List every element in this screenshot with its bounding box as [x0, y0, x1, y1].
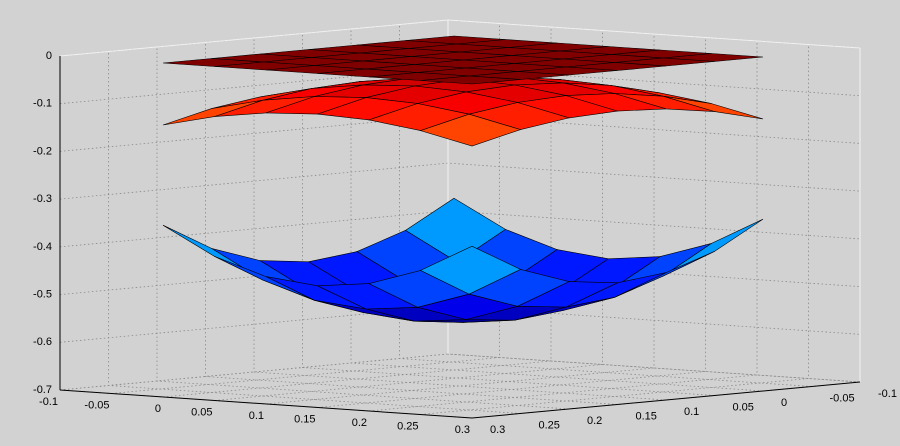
grid-line — [302, 33, 715, 396]
grid-line — [108, 51, 521, 414]
grid-line — [59, 305, 861, 343]
y-tick-label: 0.2 — [587, 415, 602, 427]
grid-line — [350, 29, 764, 392]
grid-line — [420, 44, 809, 415]
surface-patch — [420, 75, 521, 85]
z-tick-label: -0.2 — [33, 145, 52, 157]
surface-patch — [419, 245, 522, 295]
grid-line — [162, 27, 552, 398]
grid-line — [59, 67, 861, 105]
grid-line — [214, 30, 603, 401]
z-tick-label: 0 — [46, 50, 52, 62]
grid-line — [368, 41, 758, 412]
z-tick-label: -0.6 — [33, 336, 52, 348]
y-tick-label: 0.15 — [636, 410, 657, 422]
z-tick-label: -0.7 — [33, 384, 52, 396]
grid-line — [205, 42, 618, 405]
grid-line — [59, 162, 861, 200]
x-tick-label: -0.1 — [39, 396, 58, 408]
z-tick-label: -0.1 — [33, 98, 52, 110]
y-tick-label: 0.25 — [539, 419, 560, 431]
x-tick-label: 0.1 — [249, 410, 264, 422]
z-tick-label: -0.4 — [33, 241, 52, 253]
y-tick-label: 0.05 — [733, 401, 754, 413]
grid-line — [59, 210, 861, 248]
x-tick-label: 0.2 — [352, 417, 367, 429]
grid-line — [59, 114, 861, 152]
y-tick-label: -0.1 — [878, 388, 897, 400]
grid-line — [399, 24, 812, 387]
grid-line — [253, 38, 667, 401]
y-tick-label: 0.3 — [490, 424, 505, 436]
y-tick-label: 0 — [781, 397, 787, 409]
surface-patch — [419, 113, 522, 147]
x-tick-label: 0.25 — [397, 420, 418, 432]
grid-line — [317, 37, 706, 408]
z-tick-label: -0.5 — [33, 288, 52, 300]
grid-line — [156, 47, 570, 410]
x-tick-label: -0.05 — [84, 399, 109, 411]
grid-line — [265, 34, 655, 405]
y-tick-label: 0.1 — [684, 406, 699, 418]
axis-line — [59, 381, 861, 419]
x-tick-label: 0.3 — [455, 424, 470, 436]
z-tick-label: -0.3 — [33, 193, 52, 205]
grid-line — [59, 353, 861, 391]
x-tick-label: 0 — [155, 403, 161, 415]
x-tick-label: 0.05 — [191, 406, 212, 418]
y-tick-label: -0.05 — [830, 392, 855, 404]
x-tick-label: 0.15 — [294, 413, 315, 425]
grid-line — [59, 258, 861, 295]
